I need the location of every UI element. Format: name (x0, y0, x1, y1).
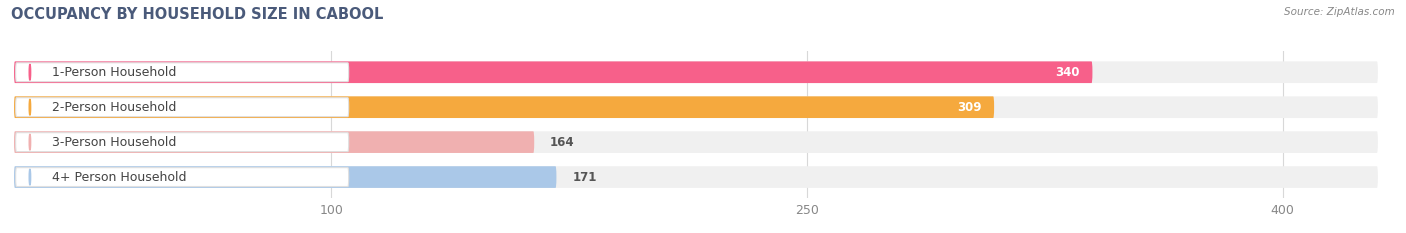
FancyBboxPatch shape (14, 61, 1378, 83)
Text: 1-Person Household: 1-Person Household (52, 66, 177, 79)
Circle shape (30, 64, 31, 80)
Text: OCCUPANCY BY HOUSEHOLD SIZE IN CABOOL: OCCUPANCY BY HOUSEHOLD SIZE IN CABOOL (11, 7, 384, 22)
FancyBboxPatch shape (15, 63, 349, 82)
FancyBboxPatch shape (15, 98, 349, 116)
FancyBboxPatch shape (14, 166, 557, 188)
Text: 340: 340 (1056, 66, 1080, 79)
Text: 4+ Person Household: 4+ Person Household (52, 171, 187, 184)
FancyBboxPatch shape (15, 168, 349, 186)
Circle shape (30, 169, 31, 185)
Text: Source: ZipAtlas.com: Source: ZipAtlas.com (1284, 7, 1395, 17)
FancyBboxPatch shape (14, 96, 994, 118)
FancyBboxPatch shape (14, 61, 1092, 83)
FancyBboxPatch shape (14, 131, 1378, 153)
FancyBboxPatch shape (14, 166, 1378, 188)
Text: 309: 309 (957, 101, 981, 114)
Text: 171: 171 (572, 171, 596, 184)
Text: 164: 164 (550, 136, 575, 149)
FancyBboxPatch shape (14, 96, 1378, 118)
FancyBboxPatch shape (14, 131, 534, 153)
FancyBboxPatch shape (15, 133, 349, 151)
Text: 2-Person Household: 2-Person Household (52, 101, 177, 114)
Text: 3-Person Household: 3-Person Household (52, 136, 177, 149)
Circle shape (30, 134, 31, 150)
Circle shape (30, 99, 31, 115)
